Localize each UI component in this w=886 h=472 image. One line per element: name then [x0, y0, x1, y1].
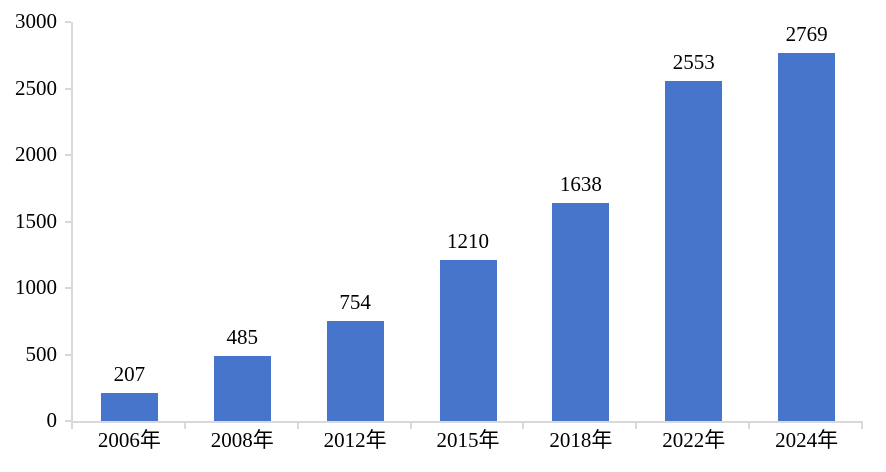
x-axis-tick [522, 423, 525, 429]
x-axis-category-label: 2015年 [436, 428, 500, 452]
bar-value-label: 1638 [559, 172, 602, 197]
bar [100, 393, 158, 421]
bar-value-label: 754 [339, 289, 371, 314]
bar [326, 320, 384, 421]
bar [439, 260, 497, 421]
y-axis-tick-label: 500 [25, 341, 58, 366]
x-axis-tick [183, 423, 186, 429]
bar-value-label: 2553 [672, 50, 715, 75]
x-axis-category-label: 2018年 [549, 428, 613, 452]
x-axis-category-label: 2024年 [775, 428, 839, 452]
y-axis-tick [65, 353, 71, 356]
x-axis-tick [861, 423, 863, 429]
x-axis-tick [409, 423, 412, 429]
x-axis-category-label: 2008年 [210, 428, 274, 452]
bar [213, 356, 271, 421]
y-axis-tick-label: 3000 [15, 9, 57, 33]
y-axis-tick-label: 1000 [15, 275, 57, 299]
y-axis-line [71, 22, 73, 423]
x-axis-category-label: 2012年 [323, 428, 387, 452]
y-axis-tick-label: 2500 [15, 75, 57, 100]
x-axis-line [71, 421, 863, 423]
x-axis-tick [296, 423, 299, 429]
bar-value-label: 2769 [785, 21, 828, 46]
y-axis-tick [65, 420, 71, 422]
bar [665, 81, 723, 421]
x-axis-tick [635, 423, 638, 429]
y-axis-tick [65, 21, 71, 23]
y-axis-tick-label: 2000 [15, 142, 57, 166]
x-axis-category-label: 2006年 [97, 428, 161, 452]
x-axis-category-label: 2022年 [662, 428, 726, 452]
y-axis-tick-label: 0 [46, 408, 58, 432]
y-axis-tick-label: 1500 [15, 208, 57, 233]
bar-value-label: 207 [113, 362, 146, 387]
x-axis-tick [71, 423, 73, 429]
bar [552, 203, 610, 421]
y-axis-tick [65, 287, 71, 289]
y-axis-tick [65, 154, 71, 156]
x-axis-tick [748, 423, 751, 429]
bar-value-label: 485 [226, 325, 259, 350]
y-axis-tick [65, 220, 71, 223]
bar-value-label: 1210 [447, 229, 489, 254]
bar [778, 52, 836, 421]
y-axis-tick [65, 87, 71, 90]
